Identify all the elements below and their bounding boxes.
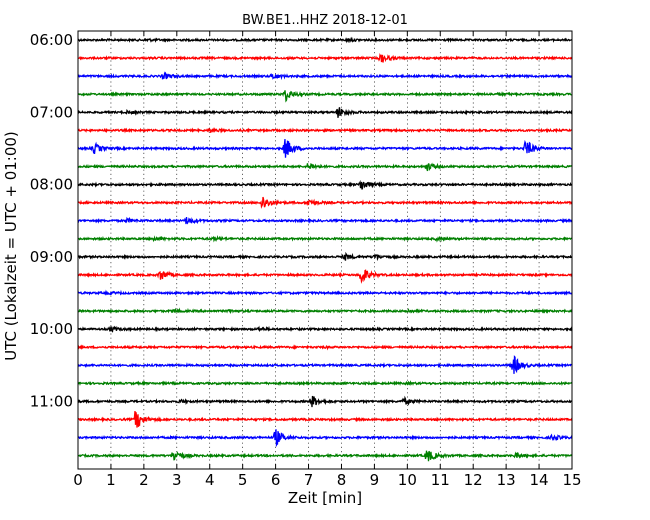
x-tick-label: 5	[238, 471, 248, 489]
trace-group	[77, 36, 573, 462]
x-tick-label: 3	[172, 471, 182, 489]
seismic-trace	[77, 234, 573, 243]
seismic-trace	[77, 216, 573, 225]
x-tick-label: 0	[73, 471, 83, 489]
seismic-trace	[77, 269, 573, 284]
seismic-trace	[77, 343, 573, 351]
plot-frame	[77, 30, 573, 470]
seismic-trace	[78, 307, 573, 314]
x-tick-label: 1	[106, 471, 116, 489]
seismic-trace	[77, 71, 573, 81]
y-tick-label: 10:00	[30, 320, 73, 338]
seismic-trace	[77, 410, 573, 428]
seismic-trace	[77, 53, 573, 63]
seismic-trace	[77, 179, 573, 190]
x-tick-label: 12	[464, 471, 483, 489]
seismic-trace	[77, 355, 572, 374]
y-tick-label: 06:00	[30, 31, 73, 49]
seismic-trace	[77, 162, 573, 172]
x-tick-label: 10	[398, 471, 417, 489]
seismic-trace	[77, 429, 573, 448]
x-tick-label: 9	[370, 471, 380, 489]
y-tick-label: 08:00	[30, 176, 73, 194]
x-tick-label: 4	[205, 471, 215, 489]
y-tick-label: 11:00	[30, 392, 73, 410]
axis-ticks: 0 1 2 3 4 5 6 7 8 9 10 11 12 13 14 1506:0007:0008:0009:…	[30, 31, 582, 489]
seismic-trace	[77, 107, 573, 118]
seismic-trace	[77, 90, 573, 103]
x-tick-label: 15	[562, 471, 581, 489]
seismic-trace	[77, 126, 573, 134]
x-axis-label: Zeit [min]	[288, 489, 362, 507]
x-tick-label: 8	[337, 471, 347, 489]
x-tick-label: 7	[304, 471, 314, 489]
seismic-trace	[77, 380, 573, 387]
y-tick-label: 07:00	[30, 103, 73, 121]
x-tick-label: 14	[530, 471, 549, 489]
seismic-trace	[77, 289, 573, 296]
x-tick-label: 6	[271, 471, 281, 489]
seismic-trace	[77, 139, 573, 158]
x-tick-label: 2	[139, 471, 149, 489]
chart-title: BW.BE1..HHZ 2018-12-01	[242, 13, 408, 28]
y-axis-label: UTC (Lokalzeit = UTC + 01:00)	[2, 131, 20, 361]
x-tick-label: 13	[497, 471, 516, 489]
seismic-trace	[77, 450, 573, 462]
seismic-trace	[77, 196, 573, 209]
seismic-trace	[77, 251, 573, 262]
grid-lines	[110, 31, 540, 469]
seismic-trace	[77, 36, 573, 44]
x-tick-label: 11	[431, 471, 450, 489]
seismic-trace	[77, 395, 573, 408]
seismic-trace	[77, 325, 573, 333]
y-tick-label: 09:00	[30, 248, 73, 266]
